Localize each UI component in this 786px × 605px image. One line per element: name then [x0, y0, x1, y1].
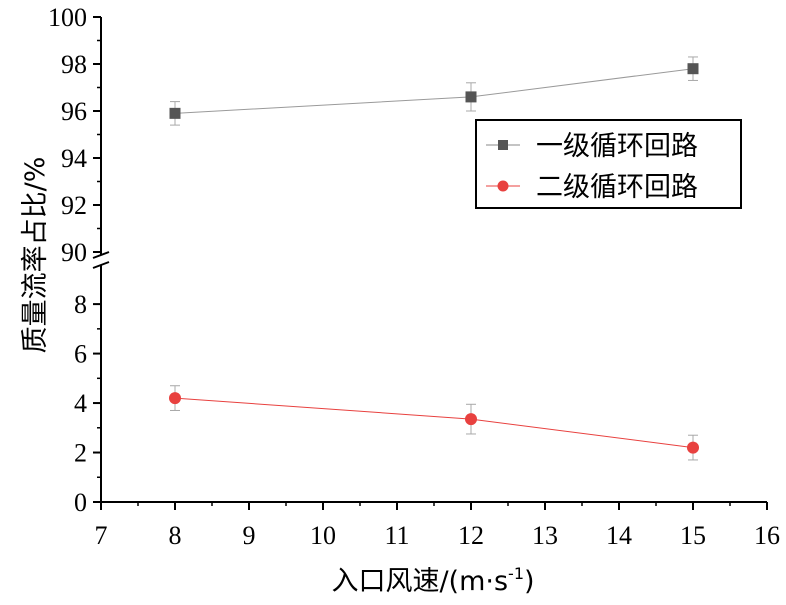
y-tick-label: 6 [74, 340, 87, 369]
legend-marker-series-2 [497, 180, 509, 192]
data-point [465, 413, 477, 426]
series-layer [169, 56, 699, 461]
x-axis-label: 入口风速/(m·s-1) [331, 564, 534, 597]
legend-label-series-1: 一级循环回路 [536, 131, 698, 162]
tick-labels: 7 8 9 10 11 12 13 14 15 16 0 2 4 6 8 90 92 94 96 98 100 [48, 3, 780, 550]
data-point [687, 63, 699, 75]
x-tick-label: 11 [384, 521, 409, 550]
data-point [687, 441, 699, 454]
x-tick-label: 7 [95, 521, 108, 550]
x-tick-label: 10 [310, 521, 336, 550]
axis-break-mark [92, 251, 110, 259]
x-axis-label-close: ) [524, 566, 535, 597]
x-tick-label: 13 [532, 521, 558, 550]
x-tick-label: 8 [169, 521, 182, 550]
series-2 [169, 385, 699, 461]
y-tick-label: 94 [61, 144, 87, 173]
x-tick-label: 14 [606, 521, 632, 550]
axis-break-mark [92, 261, 110, 269]
x-axis-label-main: 入口风速/(m·s [331, 566, 508, 597]
y-tick-label: 96 [61, 97, 87, 126]
series-line [174, 397, 694, 449]
y-axis-label: 质量流率占比/% [20, 157, 51, 354]
y-tick-label: 100 [48, 3, 87, 32]
x-tick-label: 16 [754, 521, 780, 550]
x-tick-label: 15 [680, 521, 706, 550]
x-tick-label: 9 [243, 521, 256, 550]
y-tick-label: 4 [74, 389, 87, 418]
y-tick-label: 8 [74, 290, 87, 319]
y-tick-label: 0 [74, 488, 87, 517]
data-point [465, 91, 477, 103]
legend: 一级循环回路 二级循环回路 [475, 119, 742, 209]
y-tick-label: 92 [61, 191, 87, 220]
data-point [169, 392, 181, 405]
x-tick-label: 12 [458, 521, 484, 550]
y-tick-label: 2 [74, 439, 87, 468]
legend-box [475, 119, 742, 209]
axes [92, 16, 768, 510]
y-tick-label: 98 [61, 50, 87, 79]
series-line [174, 68, 694, 114]
series-1 [169, 56, 699, 126]
y-tick-label: 90 [61, 238, 87, 267]
legend-label-series-2: 二级循环回路 [536, 172, 698, 203]
x-axis-label-superscript: -1 [508, 564, 524, 583]
legend-marker-series-1 [498, 140, 508, 150]
data-point [169, 107, 181, 119]
